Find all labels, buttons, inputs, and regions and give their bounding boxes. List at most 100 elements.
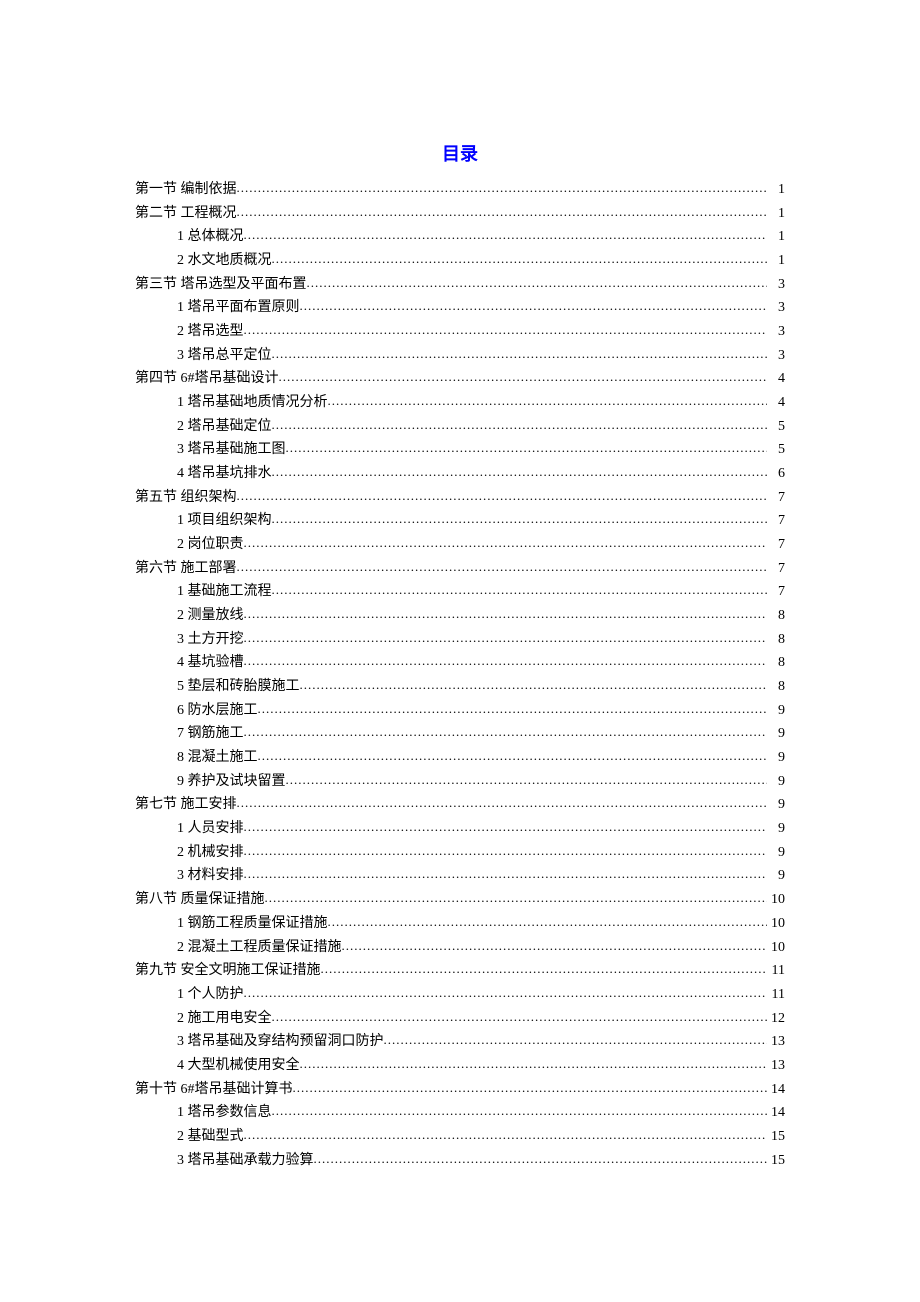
toc-entry-page: 14 xyxy=(767,1079,785,1102)
toc-entry-page: 7 xyxy=(767,581,785,604)
toc-entry-label: 1 基础施工流程 xyxy=(177,581,272,604)
toc-entry: 2 塔吊选型3 xyxy=(135,320,785,344)
toc-entry-page: 12 xyxy=(767,1008,785,1031)
toc-entry-page: 1 xyxy=(767,250,785,273)
toc-entry-leader xyxy=(244,650,768,671)
toc-entry-leader xyxy=(272,508,768,529)
toc-entry: 第三节 塔吊选型及平面布置 3 xyxy=(135,273,785,297)
toc-entry-page: 7 xyxy=(767,534,785,557)
toc-entry-page: 7 xyxy=(767,558,785,581)
toc-entry-label: 2 基础型式 xyxy=(177,1126,244,1149)
toc-entry-label: 9 养护及试块留置 xyxy=(177,771,286,794)
toc-entry-label: 2 岗位职责 xyxy=(177,534,244,557)
toc-entry-leader xyxy=(237,177,768,198)
toc-entry-label: 2 塔吊选型 xyxy=(177,321,244,344)
toc-entry: 2 测量放线8 xyxy=(135,604,785,628)
toc-entry-page: 3 xyxy=(767,274,785,297)
toc-container: 第一节 编制依据 1 第二节 工程概况 11 总体概况12 水文地质概况 1第三节 塔吊… xyxy=(135,178,785,1172)
toc-entry-leader xyxy=(258,698,768,719)
toc-entry-label: 第四节 6#塔吊基础设计 xyxy=(135,368,279,391)
toc-entry-leader xyxy=(272,414,768,435)
toc-entry-label: 3 土方开挖 xyxy=(177,629,244,652)
toc-entry-leader xyxy=(272,461,768,482)
toc-entry: 2 基础型式 15 xyxy=(135,1125,785,1149)
toc-entry: 3 塔吊基础施工图5 xyxy=(135,438,785,462)
toc-entry-label: 1 人员安排 xyxy=(177,818,244,841)
toc-entry-page: 9 xyxy=(767,723,785,746)
toc-entry-leader xyxy=(321,958,768,979)
toc-entry-label: 第二节 工程概况 xyxy=(135,203,237,226)
toc-entry-label: 1 塔吊平面布置原则 xyxy=(177,297,300,320)
toc-entry-page: 4 xyxy=(767,368,785,391)
toc-entry-leader xyxy=(258,745,768,766)
toc-entry-leader xyxy=(244,319,768,340)
toc-entry-page: 8 xyxy=(767,676,785,699)
toc-entry: 4 基坑验槽 8 xyxy=(135,651,785,675)
toc-entry-page: 9 xyxy=(767,700,785,723)
toc-entry: 3 材料安排9 xyxy=(135,864,785,888)
toc-entry-leader xyxy=(300,1053,768,1074)
toc-title: 目录 xyxy=(135,140,785,166)
toc-entry-leader xyxy=(272,1006,768,1027)
toc-entry: 2 混凝土工程质量保证措施10 xyxy=(135,936,785,960)
toc-entry-leader xyxy=(244,721,768,742)
toc-entry: 3 土方开挖8 xyxy=(135,628,785,652)
toc-entry-page: 15 xyxy=(767,1126,785,1149)
toc-entry-leader xyxy=(286,437,768,458)
toc-entry-leader xyxy=(272,248,768,269)
toc-entry-label: 1 个人防护 xyxy=(177,984,244,1007)
toc-entry-page: 4 xyxy=(767,392,785,415)
toc-entry-label: 2 机械安排 xyxy=(177,842,244,865)
toc-entry-page: 6 xyxy=(767,463,785,486)
toc-entry-label: 3 塔吊基础施工图 xyxy=(177,439,286,462)
toc-entry: 2 塔吊基础定位5 xyxy=(135,415,785,439)
toc-entry-page: 1 xyxy=(767,203,785,226)
toc-entry-label: 2 水文地质概况 xyxy=(177,250,272,273)
toc-entry-page: 8 xyxy=(767,605,785,628)
toc-entry: 1 总体概况1 xyxy=(135,225,785,249)
toc-entry-leader xyxy=(244,863,768,884)
toc-entry-label: 第七节 施工安排 xyxy=(135,794,237,817)
toc-entry-leader xyxy=(244,627,768,648)
toc-entry-page: 9 xyxy=(767,818,785,841)
toc-entry: 2 机械安排 9 xyxy=(135,841,785,865)
toc-entry: 1 基础施工流程 7 xyxy=(135,580,785,604)
toc-entry-page: 10 xyxy=(767,889,785,912)
toc-entry: 2 水文地质概况 1 xyxy=(135,249,785,273)
toc-entry-leader xyxy=(244,816,768,837)
toc-entry-leader xyxy=(307,272,768,293)
toc-entry-label: 1 塔吊基础地质情况分析 xyxy=(177,392,328,415)
toc-entry-label: 1 塔吊参数信息 xyxy=(177,1102,272,1125)
toc-entry: 第八节 质量保证措施 10 xyxy=(135,888,785,912)
toc-entry-leader xyxy=(244,982,768,1003)
toc-entry-label: 第一节 编制依据 xyxy=(135,179,237,202)
toc-entry-leader xyxy=(272,579,768,600)
toc-entry: 5 垫层和砖胎膜施工8 xyxy=(135,675,785,699)
toc-entry-label: 1 总体概况 xyxy=(177,226,244,249)
toc-entry-label: 3 材料安排 xyxy=(177,865,244,888)
toc-entry-page: 9 xyxy=(767,771,785,794)
toc-entry-leader xyxy=(244,224,768,245)
toc-entry: 8 混凝土施工9 xyxy=(135,746,785,770)
toc-entry-page: 14 xyxy=(767,1102,785,1125)
toc-entry-leader xyxy=(244,603,768,624)
toc-entry-label: 3 塔吊总平定位 xyxy=(177,345,272,368)
toc-entry-leader xyxy=(272,343,768,364)
toc-entry-label: 第八节 质量保证措施 xyxy=(135,889,265,912)
toc-entry-label: 第六节 施工部署 xyxy=(135,558,237,581)
toc-entry-label: 第三节 塔吊选型及平面布置 xyxy=(135,274,307,297)
toc-entry-page: 9 xyxy=(767,842,785,865)
toc-entry: 1 塔吊基础地质情况分析 4 xyxy=(135,391,785,415)
toc-entry-label: 4 大型机械使用安全 xyxy=(177,1055,300,1078)
toc-entry-label: 4 基坑验槽 xyxy=(177,652,244,675)
toc-entry-page: 8 xyxy=(767,652,785,675)
toc-entry: 第七节 施工安排9 xyxy=(135,793,785,817)
toc-entry-leader xyxy=(244,840,768,861)
toc-entry-page: 15 xyxy=(767,1150,785,1173)
toc-entry-page: 10 xyxy=(767,937,785,960)
toc-entry-leader xyxy=(300,674,768,695)
toc-entry-leader xyxy=(237,556,768,577)
toc-entry-leader xyxy=(384,1029,768,1050)
toc-entry-label: 第五节 组织架构 xyxy=(135,487,237,510)
toc-entry-label: 3 塔吊基础承载力验算 xyxy=(177,1150,314,1173)
